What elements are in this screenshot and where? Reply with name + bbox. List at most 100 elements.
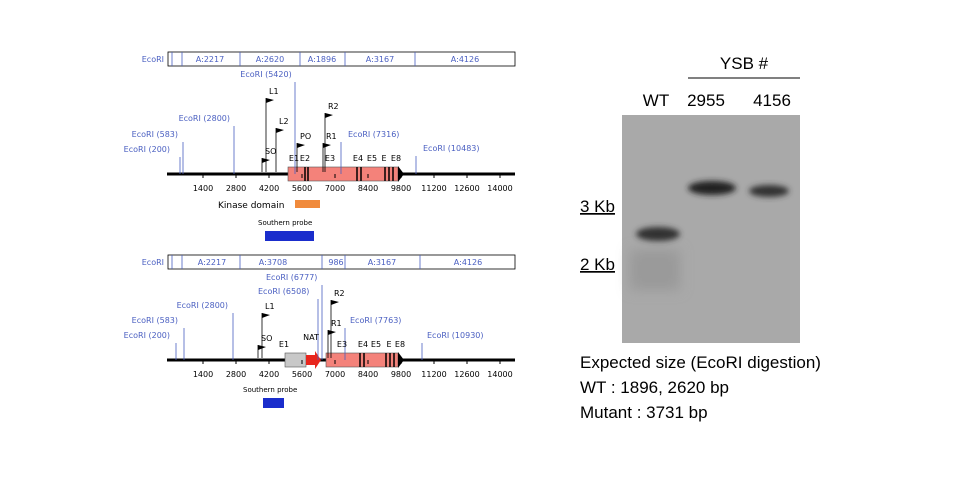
scale-label: 12600	[454, 184, 479, 193]
primer-label: L1	[269, 87, 279, 96]
fragment-label: A:3708	[259, 258, 287, 267]
primer-flag	[331, 300, 339, 305]
fragment-frame	[167, 51, 516, 67]
caption-line: Mutant : 3731 bp	[580, 403, 708, 422]
primer-flag	[323, 143, 331, 148]
gene-body	[325, 352, 399, 368]
scale-label: 7000	[325, 370, 345, 379]
primer-label: L2	[279, 117, 289, 126]
fragment-label: A:3167	[368, 258, 396, 267]
exon-label: E4	[353, 154, 363, 163]
primer-label: L1	[265, 302, 275, 311]
domain-bar	[295, 200, 320, 208]
scale-label: 5600	[292, 184, 312, 193]
primer-label: R2	[328, 102, 339, 111]
site-label: EcoRI (200)	[124, 331, 170, 340]
exon-label: E1	[279, 340, 289, 349]
exon-label: E8	[391, 154, 401, 163]
scale-label: 11200	[421, 184, 446, 193]
exon-label: E4	[358, 340, 368, 349]
scale-label: 12600	[454, 370, 479, 379]
exon-label: E2	[300, 154, 310, 163]
exon-label: NAT	[303, 333, 319, 342]
exon-label: E5	[367, 154, 377, 163]
fragment-label: A:4126	[454, 258, 482, 267]
primer-flag	[262, 313, 270, 318]
scale-label: 2800	[226, 370, 246, 379]
caption-line: WT : 1896, 2620 bp	[580, 378, 729, 397]
exon-label: E3	[337, 340, 347, 349]
site-label: EcoRI (5420)	[240, 70, 291, 79]
blot-smear	[630, 250, 680, 290]
scale-label: 2800	[226, 184, 246, 193]
site-label: EcoRI (2800)	[179, 114, 230, 123]
site-label: EcoRI (10930)	[427, 331, 484, 340]
primer-flag	[266, 98, 274, 103]
probe-label: Southern probe	[243, 386, 297, 394]
primer-flag	[276, 128, 284, 133]
exon-label: E	[381, 154, 386, 163]
probe-bar	[263, 398, 284, 408]
lane-label: WT	[643, 91, 669, 110]
site-label: EcoRI (6777)	[266, 273, 317, 282]
fragment-label: A:2217	[196, 55, 224, 64]
lane-label: 4156	[753, 91, 791, 110]
scale-label: 5600	[292, 370, 312, 379]
fragment-label: A:2620	[256, 55, 284, 64]
lane-label: 2955	[687, 91, 725, 110]
marker-arrow	[306, 351, 321, 369]
blot-header: YSB #	[720, 54, 769, 73]
primer-flag	[297, 143, 305, 148]
exon-label: E8	[395, 340, 405, 349]
scale-label: 8400	[358, 370, 378, 379]
primer-label: R1	[326, 132, 337, 141]
size-marker: 3 Kb	[580, 197, 615, 216]
fragment-label: A:4126	[451, 55, 479, 64]
enzyme-label: EcoRI	[142, 258, 164, 267]
probe-bar	[265, 231, 314, 241]
exon-label: E1	[289, 154, 299, 163]
site-label: EcoRI (583)	[132, 316, 178, 325]
exon-label: E3	[325, 154, 335, 163]
site-label: EcoRI (10483)	[423, 144, 480, 153]
scale-label: 1400	[193, 370, 213, 379]
scale-label: 9800	[391, 370, 411, 379]
primer-label: R2	[334, 289, 345, 298]
scale-label: 14000	[487, 370, 512, 379]
scale-label: 11200	[421, 370, 446, 379]
caption-line: Expected size (EcoRI digestion)	[580, 353, 821, 372]
scale-label: 14000	[487, 184, 512, 193]
scale-label: 4200	[259, 184, 279, 193]
primer-label: SO	[265, 147, 276, 156]
scale-label: 9800	[391, 184, 411, 193]
site-label: EcoRI (2800)	[177, 301, 228, 310]
gene-body	[284, 352, 307, 368]
primer-label: SO	[261, 334, 272, 343]
primer-flag	[325, 113, 333, 118]
site-label: EcoRI (7763)	[350, 316, 401, 325]
primer-label: R1	[331, 319, 342, 328]
fragment-label: A:2217	[198, 258, 226, 267]
probe-label: Southern probe	[258, 219, 312, 227]
scale-label: 1400	[193, 184, 213, 193]
scale-label: 4200	[259, 370, 279, 379]
site-label: EcoRI (7316)	[348, 130, 399, 139]
scale-label: 7000	[325, 184, 345, 193]
enzyme-label: EcoRI	[142, 55, 164, 64]
exon-label: E5	[371, 340, 381, 349]
band-2955	[688, 181, 736, 195]
domain-label: Kinase domain	[218, 201, 284, 211]
fragment-label: A:1896	[308, 55, 336, 64]
band-4156	[749, 185, 789, 197]
exon-label: E	[386, 340, 391, 349]
band-wt	[636, 227, 680, 241]
fragment-frame	[167, 254, 516, 270]
site-label: EcoRI (200)	[124, 145, 170, 154]
scale-label: 8400	[358, 184, 378, 193]
site-label: EcoRI (583)	[132, 130, 178, 139]
primer-label: PO	[300, 132, 311, 141]
size-marker: 2 Kb	[580, 255, 615, 274]
site-label: EcoRI (6508)	[258, 287, 309, 296]
